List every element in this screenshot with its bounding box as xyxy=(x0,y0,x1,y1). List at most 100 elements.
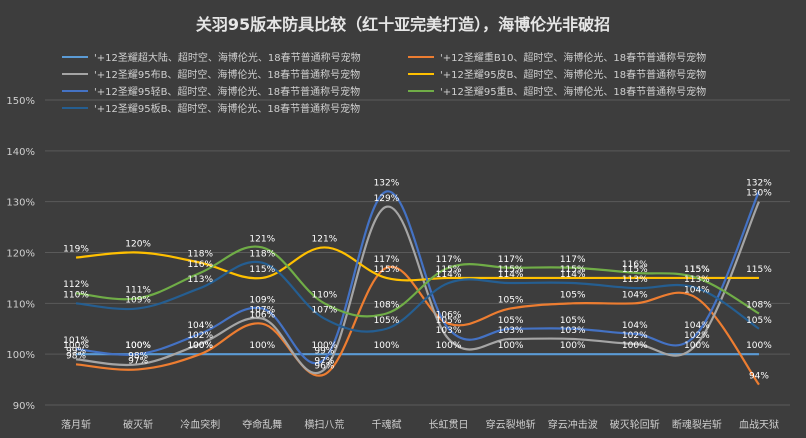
data-label: 100% xyxy=(63,341,89,351)
data-label: 102% xyxy=(622,331,648,341)
series-line xyxy=(75,201,760,375)
data-label: 99% xyxy=(66,346,86,356)
x-tick-label: 冷血突刺 xyxy=(180,418,220,431)
x-tick-label: 落月斩 xyxy=(61,418,91,431)
x-tick-label: 千魂弑 xyxy=(371,418,401,431)
data-label: 115% xyxy=(622,265,648,275)
data-label: 104% xyxy=(622,290,648,300)
data-label: 104% xyxy=(622,321,648,331)
legend-entry: '+12圣耀95皮B、超时空、海博伦光、18春节普通称号宠物 xyxy=(440,68,706,81)
data-label: 118% xyxy=(249,250,275,260)
series-line xyxy=(75,190,760,365)
legend-entry: '+12圣耀95板B、超时空、海博伦光、18春节普通称号宠物 xyxy=(94,102,360,115)
data-label: 115% xyxy=(684,265,710,275)
data-label: 117% xyxy=(374,255,400,265)
y-tick-label: 120% xyxy=(6,249,35,260)
x-tick-label: 夺命乱舞 xyxy=(242,418,282,431)
data-label: 105% xyxy=(498,295,524,305)
y-tick-label: 100% xyxy=(6,350,35,361)
data-label: 113% xyxy=(684,275,710,285)
y-tick-label: 90% xyxy=(13,401,35,412)
x-tick-label: 破灭轮回斩 xyxy=(610,418,660,431)
data-label: 103% xyxy=(498,326,524,336)
x-tick-label: 穿云冲击波 xyxy=(548,418,598,431)
data-label: 132% xyxy=(374,179,400,189)
y-tick-label: 130% xyxy=(6,198,35,209)
x-tick-label: 血战天狱 xyxy=(739,418,779,431)
data-label: 100% xyxy=(187,341,213,351)
data-label: 114% xyxy=(560,270,586,280)
data-label: 100% xyxy=(249,341,275,351)
data-label: 97% xyxy=(314,356,334,366)
data-label: 117% xyxy=(436,255,462,265)
data-label: 105% xyxy=(436,316,462,326)
data-label: 103% xyxy=(436,326,462,336)
data-label: 110% xyxy=(312,290,338,300)
data-label: 94% xyxy=(749,372,769,382)
legend-entry: '+12圣耀95布B、超时空、海博伦光、18春节普通称号宠物 xyxy=(94,68,360,81)
data-label: 110% xyxy=(63,290,89,300)
data-label: 104% xyxy=(684,321,710,331)
data-labels: 100% 100% 100% 100% 100% 100% 100% 100% 100% 100%… xyxy=(63,179,772,382)
data-label: 100% xyxy=(498,341,524,351)
data-label: 115% xyxy=(436,265,462,275)
x-tick-label: 穿云裂地斩 xyxy=(486,418,536,431)
data-label: 132% xyxy=(746,179,772,189)
data-label: 121% xyxy=(312,234,338,244)
data-label: 115% xyxy=(560,265,586,275)
data-label: 100% xyxy=(622,341,648,351)
y-tick-label: 140% xyxy=(6,147,35,158)
data-label: 129% xyxy=(374,194,400,204)
data-label: 105% xyxy=(498,316,524,326)
data-label: 117% xyxy=(560,255,586,265)
data-label: 121% xyxy=(249,234,275,244)
data-label: 106% xyxy=(249,311,275,321)
data-label: 114% xyxy=(498,270,524,280)
data-label: 115% xyxy=(249,265,275,275)
series-line xyxy=(75,265,760,386)
data-label: 105% xyxy=(560,316,586,326)
data-label: 97% xyxy=(128,356,148,366)
data-label: 107% xyxy=(249,306,275,316)
data-label: 100% xyxy=(436,341,462,351)
series-line xyxy=(75,246,759,282)
data-label: 116% xyxy=(622,260,648,270)
data-label: 100% xyxy=(374,341,400,351)
x-axis: 落月斩 破灭斩 冷血突刺 夺命乱舞 横扫八荒 千魂弑 长虹贯日 穿云裂地斩 穿云冲击波 破灭轮回斩… xyxy=(61,418,779,431)
data-label: 100% xyxy=(125,341,151,351)
data-label: 100% xyxy=(187,341,213,351)
data-label: 116% xyxy=(187,260,213,270)
data-label: 100% xyxy=(312,341,338,351)
x-tick-label: 断魂裂岩斩 xyxy=(672,418,722,431)
data-label: 115% xyxy=(374,265,400,275)
data-label: 98% xyxy=(128,351,148,361)
data-label: 105% xyxy=(746,316,772,326)
data-label: 104% xyxy=(187,321,213,331)
data-label: 109% xyxy=(125,295,151,305)
data-label: 103% xyxy=(560,326,586,336)
data-label: 98% xyxy=(66,351,86,361)
data-label: 107% xyxy=(312,306,338,316)
data-label: 100% xyxy=(125,341,151,351)
data-label: 101% xyxy=(63,336,89,346)
legend-entry: '+12圣耀95重B、超时空、海博伦光、18春节普通称号宠物 xyxy=(440,85,706,98)
data-label: 114% xyxy=(436,270,462,280)
data-label: 108% xyxy=(374,301,400,311)
data-label: 115% xyxy=(498,265,524,275)
x-tick-label: 横扫八荒 xyxy=(304,418,344,431)
series-line xyxy=(75,245,760,318)
y-axis: 90% 100% 110% 120% 130% 140% 150% xyxy=(6,96,35,412)
data-label: 100% xyxy=(684,341,710,351)
series-group xyxy=(75,190,760,386)
data-label: 111% xyxy=(125,285,151,295)
data-label: 104% xyxy=(684,285,710,295)
data-label: 105% xyxy=(560,290,586,300)
y-tick-label: 110% xyxy=(6,299,35,310)
data-label: 115% xyxy=(684,265,710,275)
x-tick-label: 破灭斩 xyxy=(123,418,153,431)
y-tick-label: 150% xyxy=(6,96,35,107)
legend: '+12圣耀超大陆、超时空、海博伦光、18春节普通称号宠物 '+12圣耀重B10、… xyxy=(62,51,706,115)
data-label: 99% xyxy=(314,346,334,356)
data-label: 102% xyxy=(684,331,710,341)
data-label: 115% xyxy=(746,265,772,275)
